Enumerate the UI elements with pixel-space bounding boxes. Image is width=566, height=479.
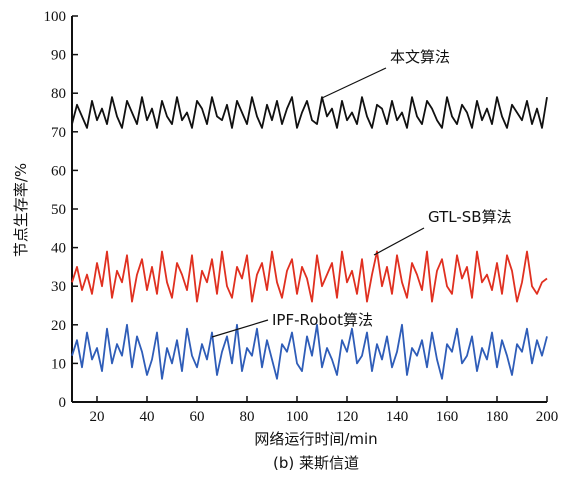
y-tick-label: 80 [51,86,66,102]
x-tick-label: 180 [486,409,509,425]
annotation-leader-line [211,319,269,338]
x-tick-label: 60 [190,409,205,425]
x-axis-title: 网络运行时间/min [254,430,377,448]
y-tick-label: 100 [44,9,67,25]
x-tick-label: 120 [336,409,359,425]
chart-caption: (b) 莱斯信道 [273,454,359,472]
y-tick-label: 20 [51,318,66,334]
x-tick-label: 200 [536,409,559,425]
y-tick-label: 70 [51,125,66,141]
y-axis-title: 节点生存率/% [12,163,30,257]
y-tick-label: 90 [51,48,66,64]
x-tick-label: 140 [386,409,409,425]
x-tick-label: 40 [140,409,155,425]
series-lines [71,96,548,380]
y-tick-label: 30 [51,279,66,295]
annotation-leader-line [321,67,387,99]
series-line-ipf-robot [71,323,548,380]
y-tick-label: 10 [51,356,66,372]
annotation-label: 本文算法 [390,48,450,66]
x-tick-label: 100 [286,409,309,425]
annotation-label: GTL-SB算法 [428,208,512,226]
x-tick-label: 80 [240,409,255,425]
y-tick-label: 0 [59,395,67,411]
series-line-gtl-sb [71,250,548,303]
x-tick-label: 160 [436,409,459,425]
annotation-label: IPF-Robot算法 [272,311,373,329]
annotations: 本文算法 GTL-SB算法 IPF-Robot算法 [211,48,512,338]
annotation-leader-line [373,227,425,256]
ticks: 0 10 20 30 40 50 60 70 80 90 100 20 40 60 80 100 120 140 1… [44,9,559,425]
series-line-proposed [71,96,548,129]
y-tick-label: 50 [51,202,66,218]
x-tick-label: 20 [90,409,105,425]
y-tick-label: 40 [51,241,66,257]
y-tick-label: 60 [51,163,66,179]
